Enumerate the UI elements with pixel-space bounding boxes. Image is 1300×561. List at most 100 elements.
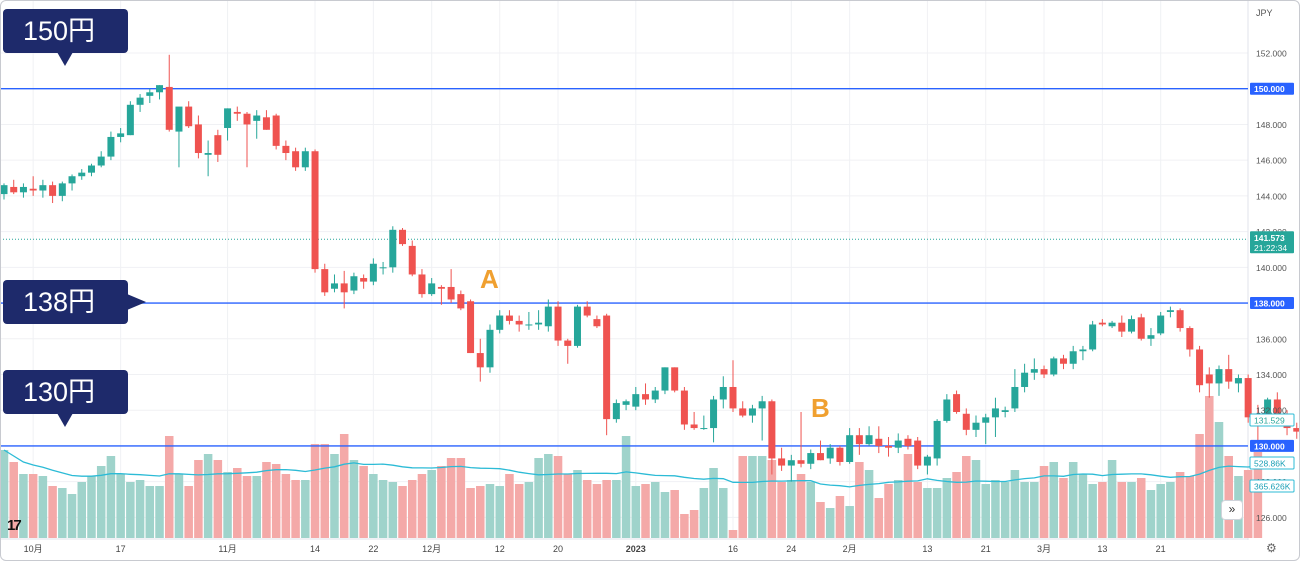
volume-bar xyxy=(67,494,77,538)
price-tick-label: 132.000 xyxy=(1256,406,1287,416)
time-tick-label: 12月 xyxy=(422,544,441,554)
volume-bar xyxy=(631,486,641,538)
volume-bar xyxy=(1030,482,1039,538)
volume-bar xyxy=(680,514,689,538)
candle-body xyxy=(953,394,961,412)
volume-bar xyxy=(1068,462,1078,538)
candle-body xyxy=(885,445,893,448)
candle-body xyxy=(87,165,95,173)
candle-body xyxy=(29,188,37,191)
volume-bar xyxy=(670,490,679,538)
volume-bar xyxy=(116,474,125,538)
candle-body xyxy=(1059,358,1067,364)
time-tick-label: 2023 xyxy=(626,544,646,554)
volume-bar xyxy=(816,502,825,538)
volume-bar xyxy=(1107,460,1117,538)
candle-body xyxy=(1137,317,1145,339)
callout-130: 130円 xyxy=(3,370,128,427)
tradingview-logo[interactable]: 17 xyxy=(7,517,22,534)
price-axis[interactable]: JPY 152.000 150.000 148.000 146.000 144.000 14… xyxy=(1249,8,1295,523)
candle-body xyxy=(748,408,756,416)
volume-bar xyxy=(281,474,291,538)
callout-138-label: 138円 xyxy=(23,287,96,317)
volume-bar xyxy=(709,468,718,538)
volume-bar xyxy=(164,436,174,538)
volume-bar xyxy=(1117,482,1127,538)
volume-bar xyxy=(213,460,223,538)
volume-bar xyxy=(641,484,650,538)
volume-bar xyxy=(1136,478,1146,538)
candle-body xyxy=(1128,319,1136,332)
volume-bar xyxy=(563,474,573,538)
volume-bar xyxy=(1098,482,1107,538)
price-tick-label: 148.000 xyxy=(1256,120,1287,130)
volume-bar xyxy=(903,454,913,538)
candle-body xyxy=(1225,369,1233,382)
volume-bar xyxy=(719,488,728,538)
candle-body xyxy=(1157,315,1165,334)
candle-body xyxy=(486,329,494,368)
volume-bar xyxy=(0,450,9,538)
price-tick-label: 146.000 xyxy=(1256,156,1287,166)
volume-bar xyxy=(495,486,504,538)
candle-body xyxy=(826,447,834,459)
volume-bar xyxy=(77,482,87,538)
volume-bar xyxy=(19,474,28,538)
candle-body xyxy=(1234,378,1242,384)
callout-150-label: 150円 xyxy=(23,16,96,46)
candle-body xyxy=(1050,358,1058,375)
price-tick-label: 152.000 xyxy=(1256,49,1287,59)
candle-body xyxy=(632,394,640,407)
level-130-tag-bg xyxy=(1250,439,1294,452)
candle-body xyxy=(292,151,300,168)
volume-bar xyxy=(991,480,1000,538)
volume-bar xyxy=(806,482,816,538)
candle-body xyxy=(165,86,173,130)
candle-body xyxy=(321,269,329,293)
volume-bar xyxy=(699,488,709,538)
volume-bar xyxy=(1146,490,1156,538)
volume-label: 365.626K xyxy=(1254,482,1291,492)
volume-bar xyxy=(505,474,514,538)
volume-bar xyxy=(1156,484,1165,538)
candle-body xyxy=(671,367,679,391)
candle-body xyxy=(904,438,912,446)
time-axis[interactable]: 10月 17 11月 14 22 12月 12 20 2023 16 24 2月 13 21 3月 13 21 xyxy=(24,544,1166,554)
volume-bar xyxy=(602,480,611,538)
volume-bar xyxy=(1039,466,1049,538)
volume-bar xyxy=(592,484,602,538)
volume-bars xyxy=(0,396,1263,538)
time-tick-label: 16 xyxy=(728,544,738,554)
candle-body xyxy=(399,229,407,245)
time-tick-label: 20 xyxy=(553,544,563,554)
scroll-to-realtime-button[interactable]: » xyxy=(1221,500,1243,520)
candle-body xyxy=(194,124,202,154)
volume-bar xyxy=(242,476,252,538)
candle-body xyxy=(1118,322,1126,332)
volume-bar xyxy=(1205,396,1214,538)
candle-body xyxy=(1273,399,1281,418)
volume-bar xyxy=(427,470,436,538)
candle-body xyxy=(1079,349,1087,352)
volume-bar xyxy=(203,454,213,538)
candle-body xyxy=(807,453,815,464)
volume-bar xyxy=(573,470,582,538)
gear-icon[interactable]: ⚙ xyxy=(1266,541,1277,555)
horizontal-levels xyxy=(0,88,1248,447)
volume-bar xyxy=(650,482,660,538)
volume-bar xyxy=(310,444,320,538)
candle-body xyxy=(68,176,76,184)
candle-body xyxy=(1108,322,1116,327)
time-tick-label: 21 xyxy=(981,544,991,554)
candle-body xyxy=(855,435,863,445)
candle-body xyxy=(875,438,883,446)
candle-body xyxy=(573,306,581,346)
candle-body xyxy=(10,186,18,193)
volume-bar xyxy=(369,474,378,538)
candle-body xyxy=(1021,372,1029,387)
volume-bar xyxy=(544,454,553,538)
candle-body xyxy=(311,151,319,270)
volume-bar xyxy=(767,460,777,538)
